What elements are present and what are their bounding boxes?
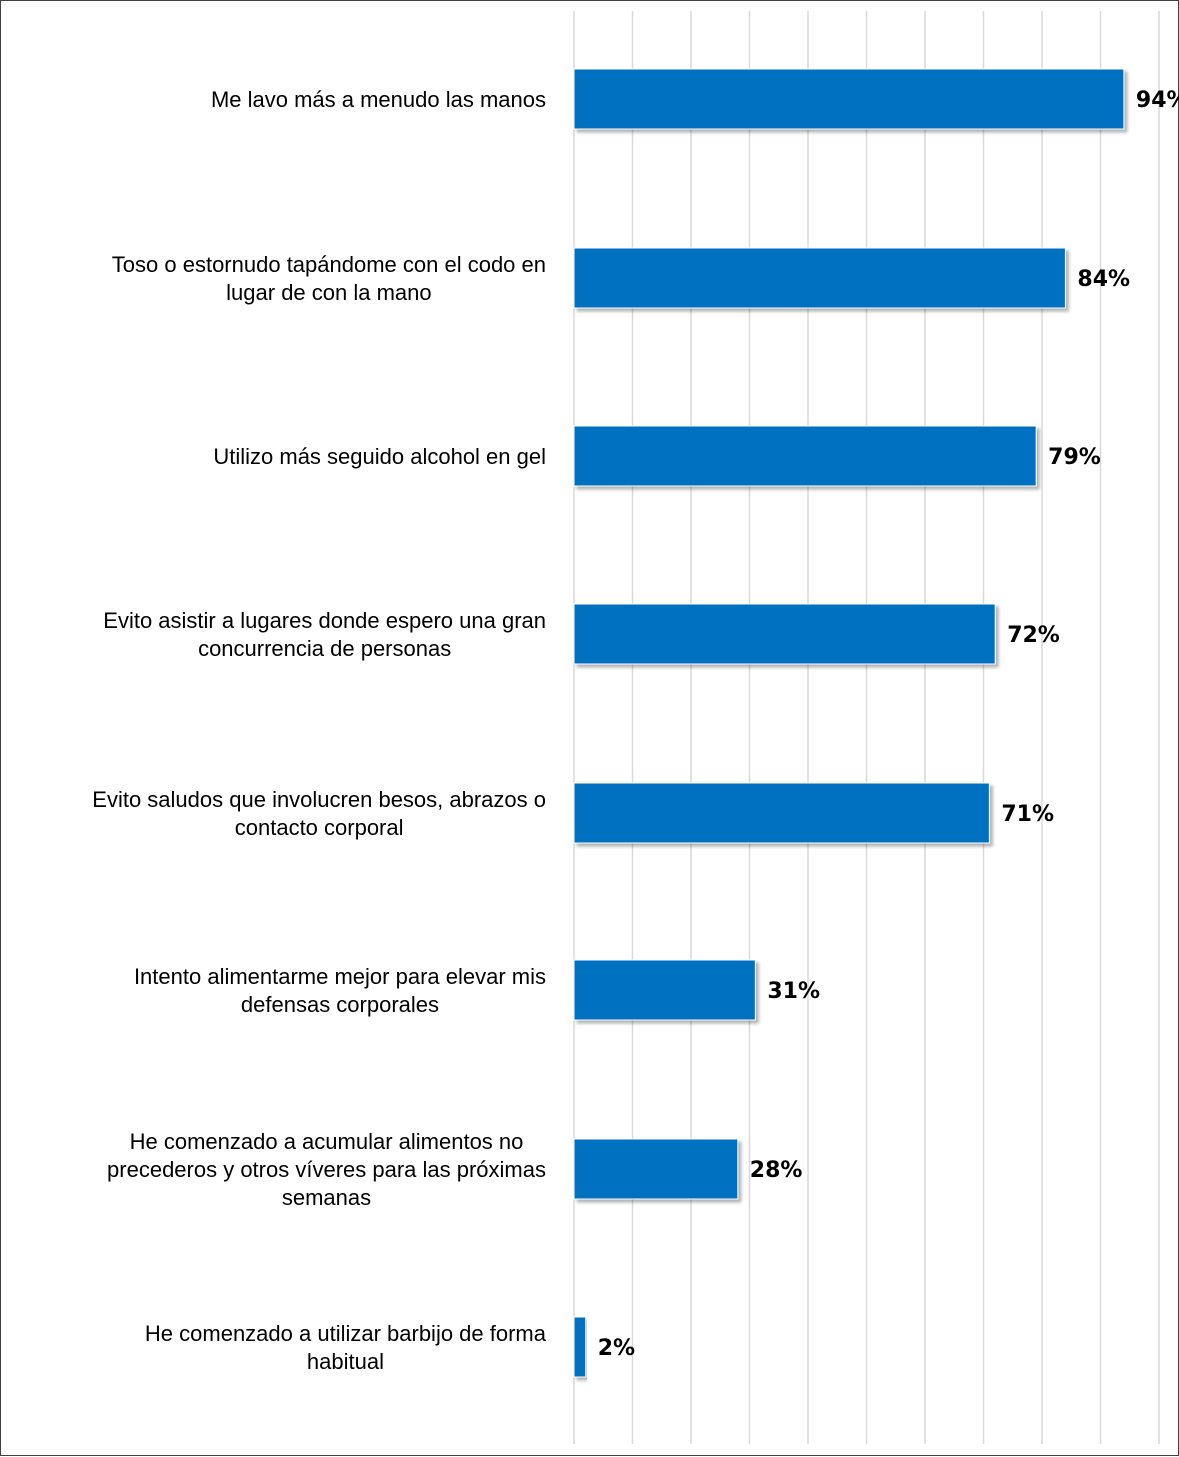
bar xyxy=(573,959,756,1021)
value-label: 2% xyxy=(598,1336,635,1361)
category-label-line: semanas xyxy=(282,1185,371,1210)
category-label-line: Me lavo más a menudo las manos xyxy=(211,87,546,112)
category-label-line: Intento alimentarme mejor para elevar mi… xyxy=(134,964,546,989)
bar xyxy=(573,603,996,665)
category-label: Evito asistir a lugares donde espero una… xyxy=(103,608,546,661)
category-label-line: Evito asistir a lugares donde espero una… xyxy=(103,608,546,633)
value-label: 94% xyxy=(1136,88,1179,113)
value-label: 72% xyxy=(1007,623,1060,648)
gridlines xyxy=(573,11,1160,1444)
value-label: 79% xyxy=(1048,445,1101,470)
value-label: 28% xyxy=(750,1158,803,1183)
bar xyxy=(573,1138,739,1200)
category-label-line: Evito saludos que involucren besos, abra… xyxy=(92,787,546,812)
category-label: Toso o estornudo tapándome con el codo e… xyxy=(112,252,546,305)
bar xyxy=(573,782,990,844)
category-label-line: lugar de con la mano xyxy=(226,280,431,305)
value-label: 84% xyxy=(1077,267,1130,292)
category-label-line: He comenzado a utilizar barbijo de forma xyxy=(145,1321,547,1346)
bars xyxy=(573,68,1125,1378)
category-label-line: concurrencia de personas xyxy=(198,636,451,661)
category-label: He comenzado a utilizar barbijo de forma… xyxy=(145,1321,547,1374)
bar xyxy=(573,68,1125,130)
category-label-line: habitual xyxy=(307,1349,384,1374)
category-label: Me lavo más a menudo las manos xyxy=(211,87,546,112)
category-label: Intento alimentarme mejor para elevar mi… xyxy=(134,964,546,1017)
category-label-line: precederos y otros víveres para las próx… xyxy=(107,1157,546,1182)
category-label: Evito saludos que involucren besos, abra… xyxy=(92,787,546,840)
value-label: 71% xyxy=(1001,802,1054,827)
category-label-line: Utilizo más seguido alcohol en gel xyxy=(213,444,546,469)
category-label-line: He comenzado a acumular alimentos no xyxy=(130,1129,524,1154)
category-label-line: defensas corporales xyxy=(241,992,439,1017)
bar xyxy=(573,247,1066,309)
bar xyxy=(573,425,1037,487)
category-labels: Me lavo más a menudo las manos Toso o est… xyxy=(92,87,546,1374)
bar xyxy=(573,1316,587,1378)
category-label-line: contacto corporal xyxy=(235,815,404,840)
category-label: Utilizo más seguido alcohol en gel xyxy=(213,444,546,469)
category-label: He comenzado a acumular alimentos no prec… xyxy=(107,1129,546,1210)
value-label: 31% xyxy=(767,979,820,1004)
category-label-line: Toso o estornudo tapándome con el codo e… xyxy=(112,252,546,277)
value-labels: 94% 84% 79% 72% 71% 31% 28% 2% xyxy=(598,88,1179,1361)
